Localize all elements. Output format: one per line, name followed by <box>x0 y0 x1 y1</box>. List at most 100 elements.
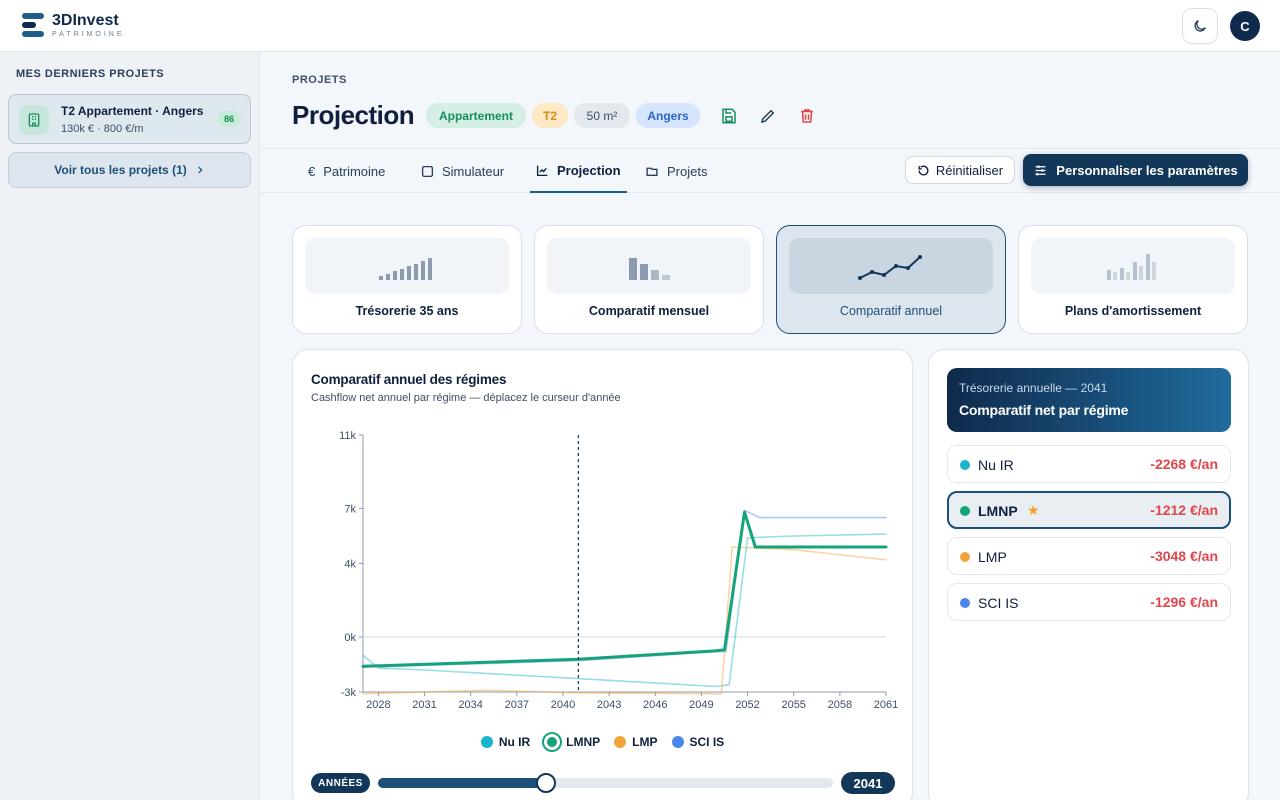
series-line-lmnp <box>361 510 888 668</box>
chevron-right-icon <box>198 166 203 174</box>
x-tick-label: 2037 <box>505 699 529 711</box>
legend-color <box>544 734 561 750</box>
legend-item-lmnp[interactable]: LMNP <box>544 734 600 750</box>
view-card-label: Trésorerie 35 ans <box>355 304 459 318</box>
legend-label: LMP <box>632 735 658 749</box>
top-bar: 3DInvest PATRIMOINE C <box>0 0 1280 52</box>
series-line-nu-ir <box>362 533 887 688</box>
regime-row-sci-is[interactable]: SCI IS -1296 €/an <box>947 583 1231 621</box>
regime-name: SCI IS <box>978 595 1019 611</box>
breadcrumb[interactable]: PROJETS <box>292 74 347 86</box>
regime-color <box>960 460 970 470</box>
tag-type: Appartement <box>426 103 526 128</box>
slider-fill <box>378 778 547 788</box>
save-icon[interactable] <box>719 106 739 126</box>
euro-icon: € <box>308 163 316 179</box>
y-tick-label: -3k <box>341 687 357 699</box>
sliders-icon <box>1035 165 1046 175</box>
y-tick-label: 4k <box>344 559 356 571</box>
regime-row-lmnp[interactable]: LMNP ★ -1212 €/an <box>947 491 1231 529</box>
app-logo[interactable]: 3DInvest PATRIMOINE <box>22 11 125 39</box>
tab-simulateur[interactable]: Simulateur <box>421 149 504 193</box>
legend-item-lmp[interactable]: LMP <box>614 734 658 750</box>
tab-patrimoine[interactable]: € Patrimoine <box>308 149 385 193</box>
series-line-lmp <box>362 546 887 695</box>
regime-value: -1296 €/an <box>1150 594 1218 610</box>
legend-label: LMNP <box>566 735 601 749</box>
regime-color <box>960 506 970 516</box>
tab-projection[interactable]: Projection <box>530 149 627 193</box>
regime-value: -2268 €/an <box>1150 456 1218 472</box>
x-tick-label: 2028 <box>366 699 390 711</box>
folder-icon <box>646 167 658 176</box>
line-chart[interactable]: 11k 7k 4k 0k -3k 2028 2031 2034 2037 2040 2043 2046… <box>293 350 914 730</box>
regime-name: Nu IR <box>978 457 1014 473</box>
legend-label: Nu IR <box>498 735 531 749</box>
chart-subtitle: Cashflow net annuel par régime — déplace… <box>311 392 621 404</box>
sidebar-heading: MES DERNIERS PROJETS <box>16 68 165 80</box>
x-tick-label: 2034 <box>458 699 482 711</box>
theme-toggle-button[interactable] <box>1182 8 1218 44</box>
regime-color <box>960 552 970 562</box>
logo-subtitle: PATRIMOINE <box>52 30 125 38</box>
view-card-label: Plans d'amortissement <box>1064 304 1202 318</box>
x-tick-label: 2031 <box>412 699 436 711</box>
user-avatar[interactable]: C <box>1230 11 1260 41</box>
building-icon <box>19 105 49 135</box>
view-card-label: Comparatif mensuel <box>588 304 710 318</box>
tab-label: Projets <box>667 163 708 179</box>
legend-label: SCI IS <box>689 735 725 749</box>
page-title: Projection <box>292 100 415 130</box>
delete-icon[interactable] <box>797 106 817 126</box>
customize-parameters-button[interactable]: Personnaliser les paramètres <box>1023 154 1248 186</box>
regime-row-lmp[interactable]: LMP -3048 €/an <box>947 537 1231 575</box>
bar-chart-thumb-icon <box>305 238 509 294</box>
x-tick-label: 2061 <box>874 699 898 711</box>
see-all-label: Voir tous les projets (1) <box>54 163 187 177</box>
years-label: ANNÉES <box>311 773 370 793</box>
x-tick-label: 2043 <box>597 699 621 711</box>
view-card-amortissement[interactable]: Plans d'amortissement <box>1018 225 1248 334</box>
x-tick-label: 2052 <box>735 699 759 711</box>
project-score-badge: 86 <box>217 111 241 127</box>
regime-name: LMP <box>978 549 1007 565</box>
trend-line-thumb-icon <box>789 238 993 294</box>
slider-thumb[interactable] <box>536 773 557 793</box>
x-tick-label: 2058 <box>828 699 852 711</box>
edit-icon[interactable] <box>758 106 778 126</box>
tabs-bar <box>260 148 1280 193</box>
regime-name: LMNP <box>978 503 1018 519</box>
legend-item-nu-ir[interactable]: Nu IR <box>480 734 531 750</box>
line-chart-icon <box>536 165 548 176</box>
logo-icon <box>22 11 46 39</box>
comparison-panel: Trésorerie annuelle — 2041 Comparatif ne… <box>928 349 1249 800</box>
y-tick-label: 7k <box>344 503 356 515</box>
series-line-sci-is <box>362 509 887 669</box>
chart-title: Comparatif annuel des régimes <box>311 372 507 387</box>
view-card-comparatif-annuel[interactable]: Comparatif annuel <box>776 225 1006 334</box>
tab-projets[interactable]: Projets <box>645 149 707 193</box>
sidebar: MES DERNIERS PROJETS T2 Appartement · An… <box>0 52 260 800</box>
regime-color <box>960 598 970 608</box>
reset-label: Réinitialiser <box>935 162 1004 178</box>
moon-icon <box>1194 20 1206 32</box>
star-icon: ★ <box>1027 502 1040 518</box>
year-slider[interactable] <box>378 773 833 793</box>
legend-color <box>671 736 684 748</box>
comparison-kicker: Trésorerie annuelle — 2041 <box>959 381 1108 395</box>
tag-size: T2 <box>532 103 568 128</box>
project-card[interactable]: T2 Appartement · Angers 130k € · 800 €/m… <box>8 94 251 144</box>
tab-label: Patrimoine <box>323 163 386 179</box>
comparison-title: Comparatif net par régime <box>959 402 1129 418</box>
paired-bars-thumb-icon <box>1031 238 1235 294</box>
view-card-tresorerie[interactable]: Trésorerie 35 ans <box>292 225 522 334</box>
view-card-comparatif-mensuel[interactable]: Comparatif mensuel <box>534 225 764 334</box>
legend-item-sci-is[interactable]: SCI IS <box>671 734 725 750</box>
x-tick-label: 2049 <box>689 699 713 711</box>
project-name: T2 Appartement · Angers <box>61 104 204 118</box>
regime-row-nu-ir[interactable]: Nu IR -2268 €/an <box>947 445 1231 483</box>
see-all-projects-button[interactable]: Voir tous les projets (1) <box>8 152 251 188</box>
reset-button[interactable]: Réinitialiser <box>905 156 1015 184</box>
tag-area: 50 m² <box>574 103 630 128</box>
logo-title: 3DInvest <box>52 11 119 29</box>
